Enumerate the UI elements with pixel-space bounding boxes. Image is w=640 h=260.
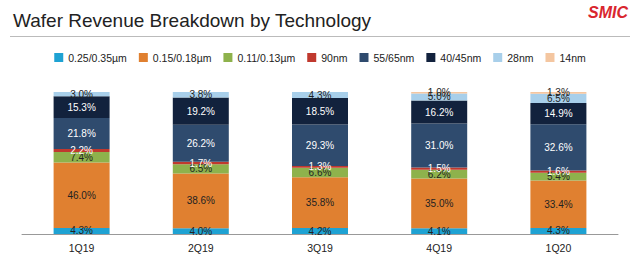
svg-text:1.3%: 1.3% [547, 87, 570, 98]
svg-text:4.3%: 4.3% [547, 225, 570, 236]
svg-text:4.2%: 4.2% [309, 226, 332, 237]
svg-text:0.15/0.18µm: 0.15/0.18µm [153, 52, 212, 64]
svg-text:1.0%: 1.0% [428, 87, 451, 98]
svg-text:32.6%: 32.6% [544, 142, 572, 153]
svg-text:14nm: 14nm [559, 52, 586, 64]
svg-text:3.8%: 3.8% [189, 89, 212, 100]
svg-text:29.3%: 29.3% [306, 140, 334, 151]
svg-text:90nm: 90nm [321, 52, 348, 64]
svg-text:SMIC: SMIC [588, 4, 628, 21]
svg-text:6.5%: 6.5% [189, 163, 213, 175]
svg-text:33.4%: 33.4% [544, 199, 572, 210]
svg-text:6.6%: 6.6% [308, 167, 332, 178]
svg-text:14.9%: 14.9% [544, 108, 572, 119]
svg-text:31.0%: 31.0% [425, 140, 453, 151]
svg-text:19.2%: 19.2% [187, 106, 215, 117]
svg-text:2.2%: 2.2% [70, 145, 93, 156]
svg-text:15.3%: 15.3% [67, 102, 95, 113]
svg-text:26.2%: 26.2% [187, 138, 215, 149]
svg-text:16.2%: 16.2% [425, 107, 453, 118]
svg-text:3.0%: 3.0% [70, 89, 93, 100]
svg-text:3Q19: 3Q19 [307, 242, 333, 254]
svg-text:1.7%: 1.7% [189, 158, 212, 169]
svg-text:4.3%: 4.3% [309, 90, 332, 101]
svg-text:18.5%: 18.5% [306, 106, 334, 117]
svg-text:1Q20: 1Q20 [546, 242, 572, 254]
svg-text:28nm: 28nm [507, 52, 534, 64]
svg-text:46.0%: 46.0% [67, 190, 95, 201]
svg-text:21.8%: 21.8% [67, 128, 95, 139]
svg-text:4Q19: 4Q19 [426, 242, 452, 254]
svg-text:0.11/0.13µm: 0.11/0.13µm [237, 52, 295, 64]
svg-text:35.8%: 35.8% [306, 197, 334, 208]
svg-text:35.0%: 35.0% [425, 198, 453, 209]
svg-text:0.25/0.35µm: 0.25/0.35µm [68, 52, 127, 64]
svg-text:40/45nm: 40/45nm [440, 52, 481, 64]
svg-text:6.5%: 6.5% [547, 93, 570, 104]
svg-text:1.3%: 1.3% [309, 161, 332, 172]
svg-text:2Q19: 2Q19 [188, 242, 214, 254]
svg-text:4.1%: 4.1% [428, 226, 451, 237]
svg-text:55/65nm: 55/65nm [373, 52, 414, 64]
svg-text:7.4%: 7.4% [70, 151, 93, 163]
svg-text:1Q19: 1Q19 [69, 242, 95, 254]
svg-text:1.6%: 1.6% [547, 166, 570, 177]
svg-text:4.3%: 4.3% [70, 225, 93, 236]
svg-text:Wafer Revenue Breakdown by Tec: Wafer Revenue Breakdown by Technology [13, 10, 372, 31]
svg-text:38.6%: 38.6% [187, 195, 215, 206]
svg-text:1.5%: 1.5% [428, 163, 451, 174]
svg-text:4.0%: 4.0% [189, 226, 212, 237]
